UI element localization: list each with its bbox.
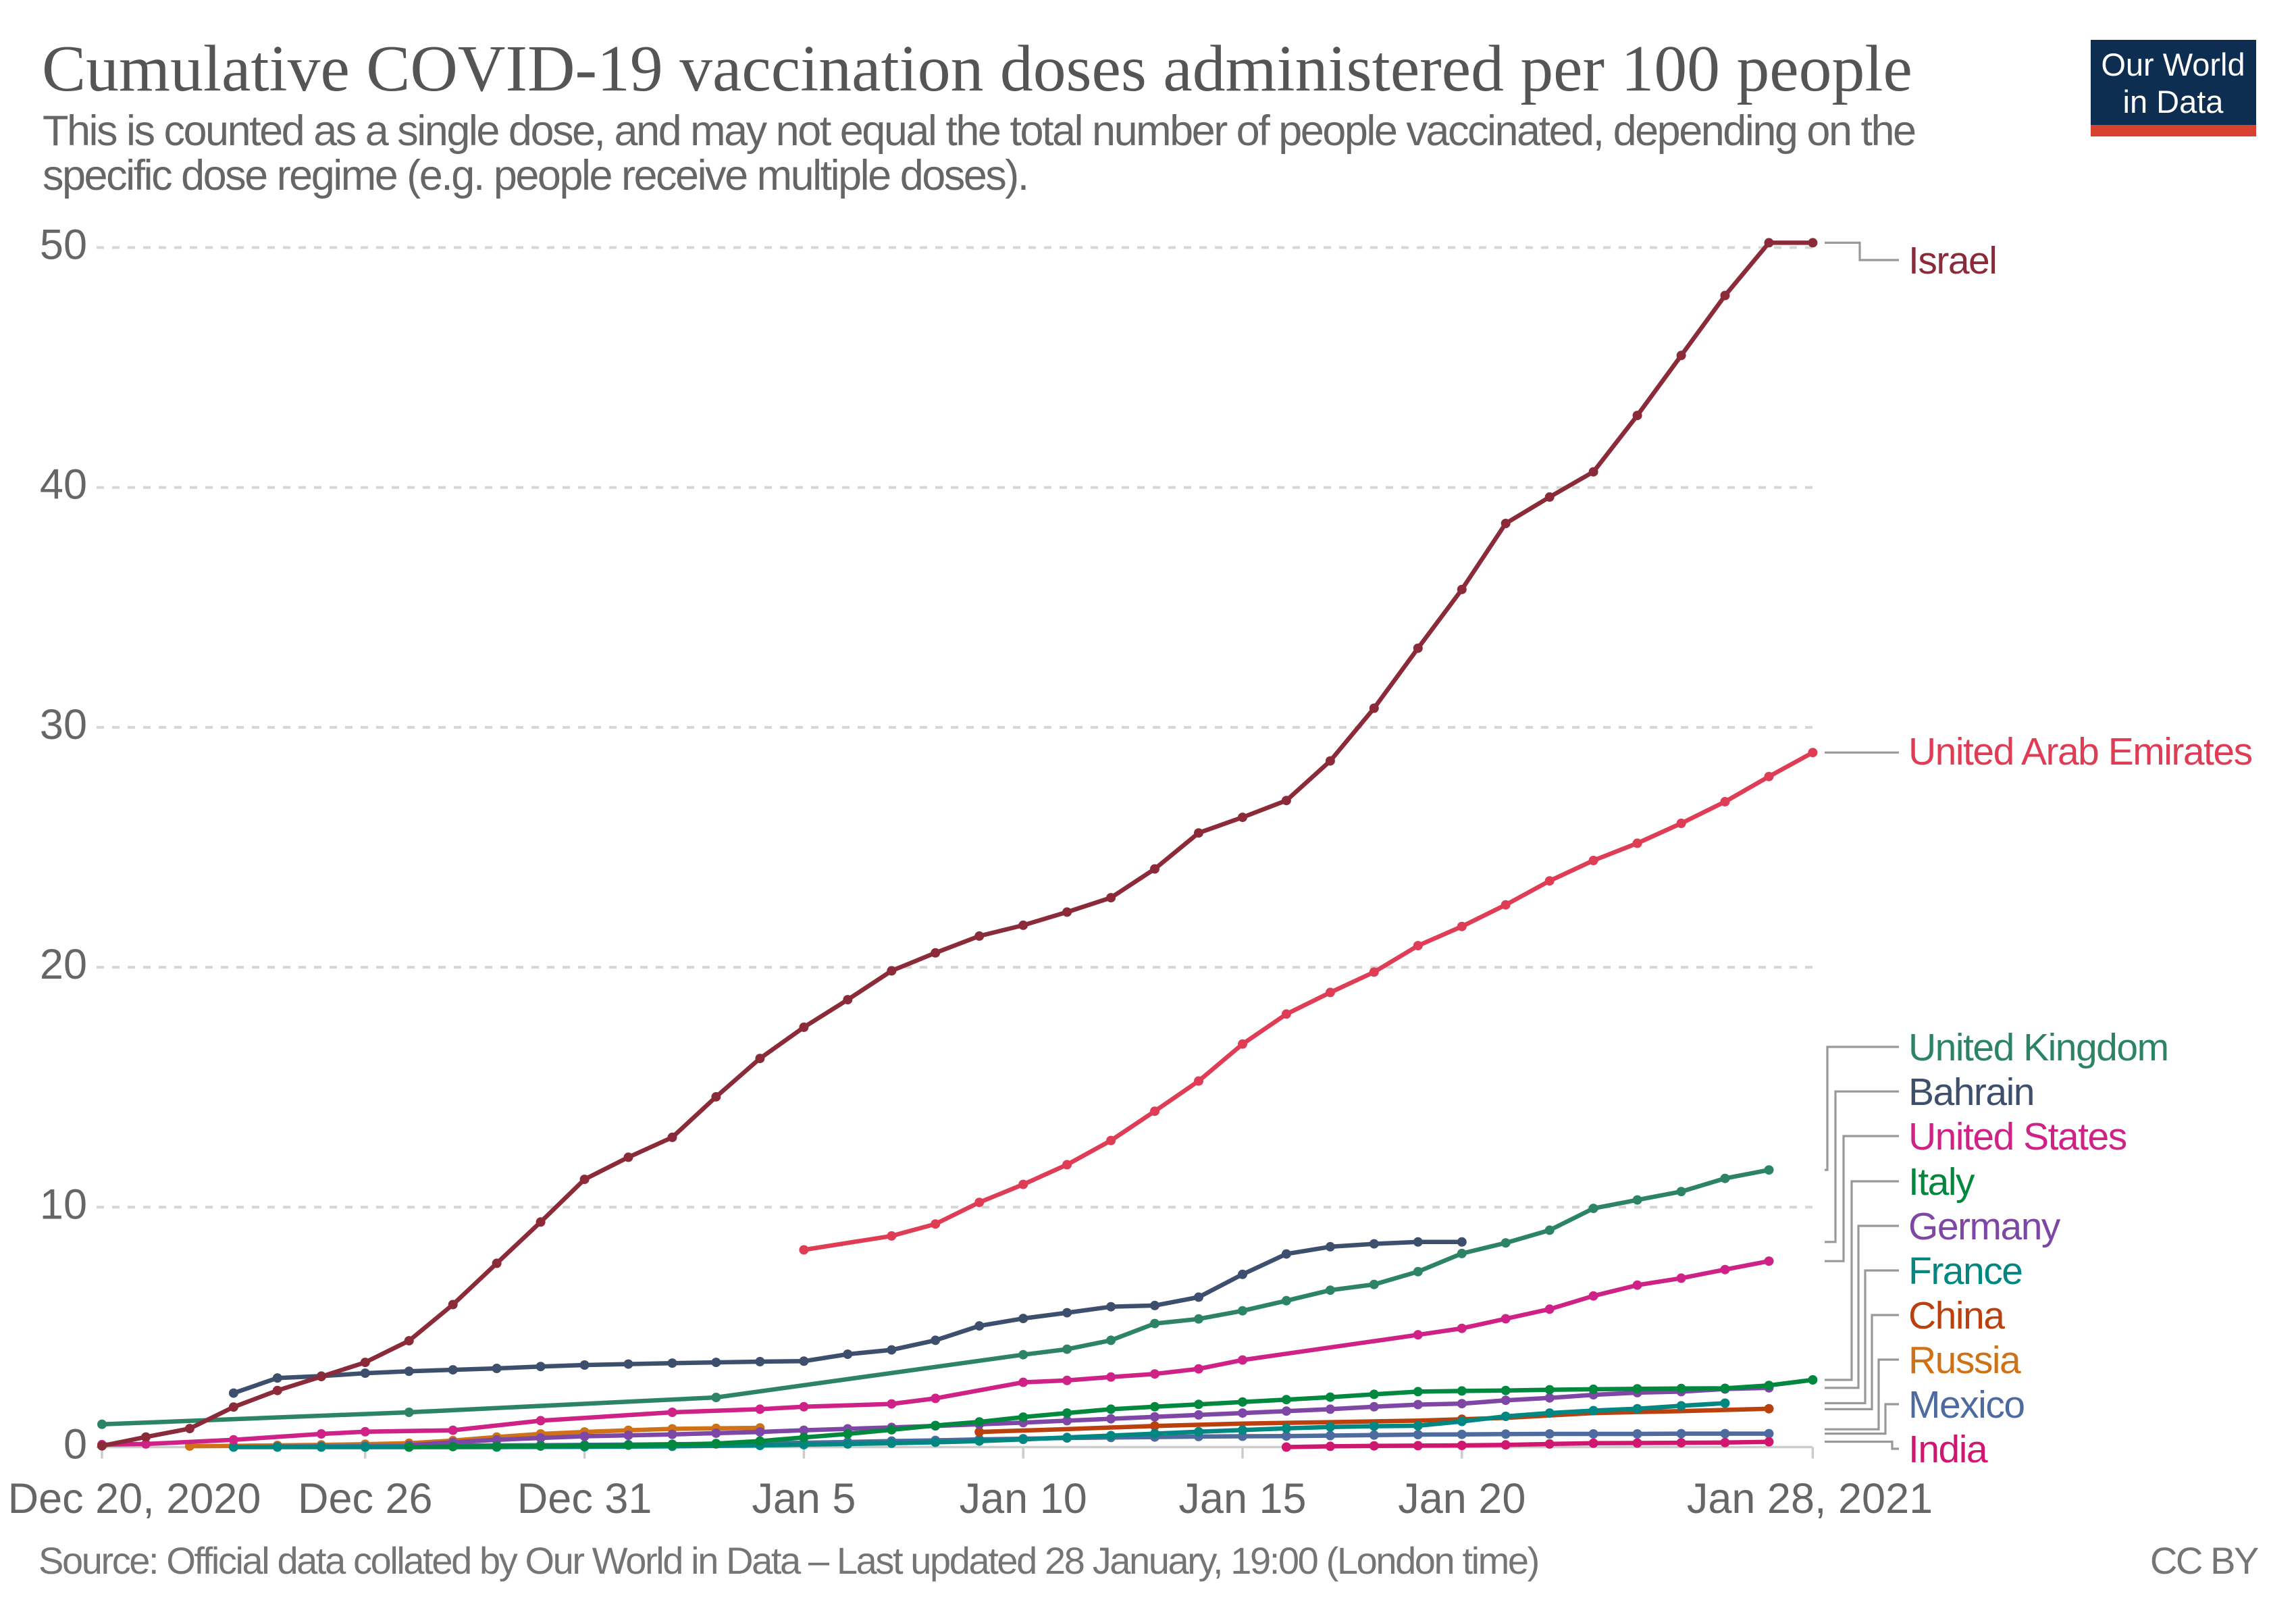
svg-text:Italy: Italy [1908,1160,1975,1204]
svg-text:Dec 31: Dec 31 [517,1475,652,1522]
svg-text:United Kingdom: United Kingdom [1908,1026,2168,1069]
svg-text:Jan 5: Jan 5 [752,1475,856,1522]
svg-text:20: 20 [40,941,87,988]
svg-text:United Arab Emirates: United Arab Emirates [1908,730,2252,773]
svg-text:Dec 26: Dec 26 [298,1475,433,1522]
svg-text:This is counted as a single do: This is counted as a single dose, and ma… [43,107,1915,155]
svg-text:Jan 15: Jan 15 [1178,1475,1306,1522]
svg-text:Israel: Israel [1908,239,1996,282]
svg-text:Source: Official data collated: Source: Official data collated by Our Wo… [38,1539,1538,1582]
svg-text:Jan 20: Jan 20 [1398,1475,1525,1522]
svg-text:in Data: in Data [2123,84,2224,120]
svg-text:Bahrain: Bahrain [1908,1071,2034,1114]
svg-text:CC BY: CC BY [2150,1539,2259,1582]
svg-text:Jan 10: Jan 10 [960,1475,1087,1522]
svg-text:Our World: Our World [2101,47,2245,82]
svg-text:France: France [1908,1250,2022,1293]
svg-text:10: 10 [40,1181,87,1228]
svg-text:United States: United States [1908,1115,2127,1158]
svg-text:40: 40 [40,461,87,509]
svg-text:30: 30 [40,701,87,748]
svg-text:Mexico: Mexico [1908,1383,2025,1426]
svg-text:Jan 28, 2021: Jan 28, 2021 [1687,1475,1933,1522]
svg-text:China: China [1908,1294,2005,1337]
svg-text:Cumulative COVID-19 vaccinatio: Cumulative COVID-19 vaccination doses ad… [42,32,1912,105]
svg-text:India: India [1908,1428,1988,1471]
svg-text:0: 0 [63,1421,87,1468]
svg-text:Dec 20, 2020: Dec 20, 2020 [8,1475,261,1522]
svg-text:Germany: Germany [1908,1205,2061,1248]
svg-text:specific dose regime (e.g. peo: specific dose regime (e.g. people receiv… [43,152,1028,199]
svg-text:50: 50 [40,222,87,269]
svg-text:Russia: Russia [1908,1339,2021,1382]
